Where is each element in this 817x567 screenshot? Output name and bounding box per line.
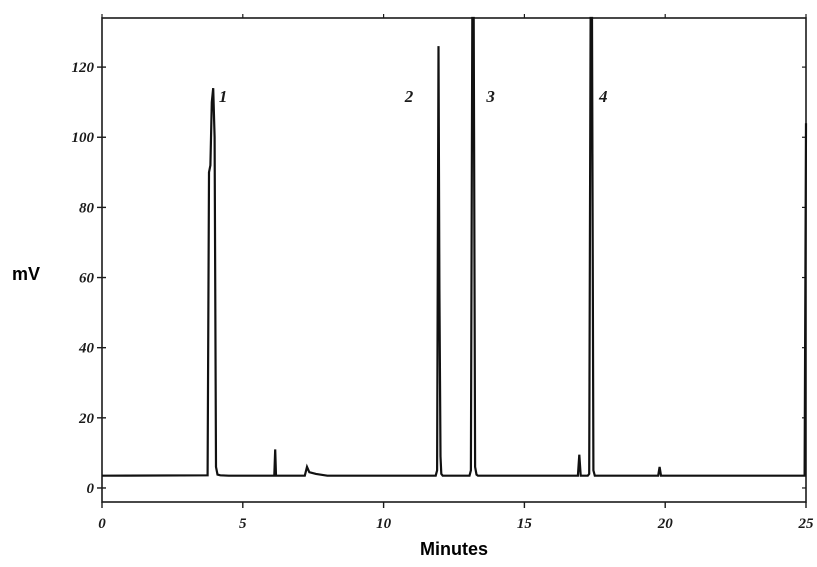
y-tick-label: 40 <box>78 341 95 357</box>
y-tick-label: 20 <box>78 411 95 427</box>
y-tick-label: 120 <box>72 60 95 76</box>
y-tick-label: 80 <box>79 200 95 216</box>
chromatogram-trace <box>101 16 808 477</box>
y-axis-ticks: 0 20 40 60 80 100 120 <box>72 60 806 497</box>
y-tick-label: 100 <box>72 130 95 146</box>
peak-label: 2 <box>404 87 414 106</box>
x-tick-label: 0 <box>98 516 106 532</box>
y-axis-label: mV <box>12 264 40 284</box>
peak-label: 1 <box>219 87 228 106</box>
peak-label: 4 <box>598 87 608 106</box>
peak-annotations: 1 2 3 4 <box>219 87 608 106</box>
peak-label: 3 <box>485 87 495 106</box>
x-axis-label: Minutes <box>420 539 488 559</box>
x-tick-label: 10 <box>376 516 392 532</box>
x-tick-label: 25 <box>798 516 815 532</box>
y-tick-label: 0 <box>87 481 95 497</box>
x-tick-label: 20 <box>657 516 674 532</box>
x-tick-label: 15 <box>517 516 533 532</box>
series-group <box>101 16 808 477</box>
x-tick-label: 5 <box>239 516 247 532</box>
x-axis-ticks: 0 5 10 15 20 25 <box>98 14 814 532</box>
y-tick-label: 60 <box>79 271 95 287</box>
